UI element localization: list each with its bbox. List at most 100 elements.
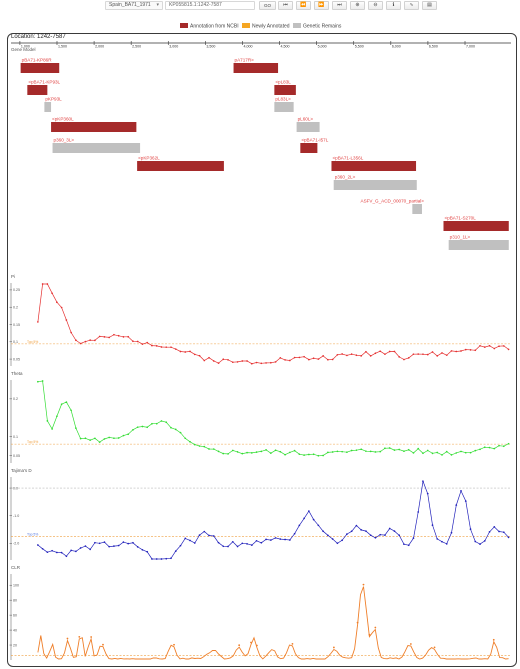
plot-point <box>227 358 229 361</box>
plot-point <box>155 422 158 425</box>
plot-point <box>441 352 443 354</box>
plot-point <box>189 539 191 542</box>
plot-point <box>374 451 377 453</box>
plot-point <box>160 420 163 422</box>
first-button[interactable]: ⏮ <box>278 1 293 10</box>
strain-select[interactable]: Spain_BA71_1971 ▾ <box>105 1 163 10</box>
plot-point <box>374 352 377 355</box>
plot-point <box>388 527 391 530</box>
plot-point <box>436 355 439 357</box>
plot-point <box>208 534 210 537</box>
plot-point <box>165 557 168 560</box>
next-button[interactable]: ⏩ <box>314 1 329 10</box>
plot-point <box>56 301 58 304</box>
plot-point <box>412 353 415 356</box>
zoom-out-button[interactable]: ⊖ <box>368 1 383 10</box>
gene-model-label: Gene Model <box>11 47 36 52</box>
plot-point <box>308 358 310 361</box>
plot-point <box>384 534 386 536</box>
plot-point <box>498 444 500 447</box>
plot-point <box>255 451 258 453</box>
plot-point <box>217 362 220 364</box>
plot-point <box>108 336 111 339</box>
plot-point <box>70 331 72 334</box>
plot-point <box>265 538 267 541</box>
zoom-in-button[interactable]: ⊕ <box>350 1 365 10</box>
gene-label: <pBA71-KP93L <box>28 80 60 85</box>
plot-point <box>136 340 139 343</box>
plot-point <box>146 341 149 344</box>
plot-point <box>84 545 87 547</box>
plot-point <box>70 409 72 412</box>
gene-bar <box>274 85 296 95</box>
plot-title-tajima: Tajima's D <box>11 468 32 473</box>
plot-point <box>184 437 187 440</box>
gene-bar <box>20 63 60 73</box>
zoom-in-icon: ⊕ <box>355 2 360 8</box>
plot-point <box>507 536 510 539</box>
gene-label: <pL83L <box>275 80 291 85</box>
document-icon: ▤ <box>427 2 432 8</box>
plot-point <box>198 445 201 447</box>
plot-point <box>398 448 401 451</box>
plot-point <box>407 544 410 547</box>
previous-button[interactable]: ⏪ <box>296 1 311 10</box>
region-input[interactable]: KP055815.1:1242-7587 <box>165 1 255 10</box>
plot-point <box>284 359 286 361</box>
plot-point <box>341 450 343 453</box>
gene-label: pBA71-KP86R <box>22 58 53 63</box>
plot-point <box>75 427 77 429</box>
previous-icon: ⏪ <box>300 2 307 8</box>
gene-bar <box>51 122 137 132</box>
plot-point <box>403 358 405 361</box>
plot-point <box>360 355 363 357</box>
plot-point <box>160 558 163 560</box>
gene-label: pL60L> <box>298 117 314 122</box>
legend-item-genetic-remains: Genetic Remains <box>293 23 341 31</box>
plot-point <box>246 542 248 545</box>
plot-point <box>327 451 329 454</box>
plot-point <box>151 344 153 347</box>
plot-point <box>98 441 101 443</box>
plot-point <box>369 450 372 453</box>
plot-point <box>231 540 234 543</box>
plot-point <box>441 454 443 456</box>
plot-point <box>212 448 215 450</box>
plot-point <box>336 542 339 545</box>
plot-point <box>493 526 496 528</box>
plot-point <box>288 451 291 454</box>
plot-point <box>255 539 258 542</box>
plot-point <box>322 454 324 457</box>
plot-point <box>117 334 120 337</box>
plot-point <box>127 433 130 436</box>
info-button[interactable]: ℹ <box>386 1 401 10</box>
gene-label: <pBA71-S270L <box>444 216 476 221</box>
plot-point <box>222 358 225 361</box>
chevron-down-icon: ▾ <box>156 2 159 8</box>
document-button[interactable]: ▤ <box>422 1 437 10</box>
gene-label: pKP93L <box>45 97 62 102</box>
plot-point <box>198 534 201 536</box>
plot-point <box>136 426 139 429</box>
plot-point <box>37 380 39 383</box>
plot-point <box>141 425 144 428</box>
plot-point <box>436 451 439 454</box>
plot-point <box>422 452 424 455</box>
gene-label: <pKP362L <box>138 156 160 161</box>
plot-point <box>260 450 263 453</box>
plot-point <box>322 530 324 533</box>
plot-point <box>346 533 348 535</box>
gene-label: <pKP360L <box>52 117 74 122</box>
plot-point <box>66 637 69 640</box>
chart-button[interactable]: ∿ <box>404 1 419 10</box>
gene-label: <pBA71-L356L <box>332 156 363 161</box>
gene-label: p360_2L> <box>335 175 356 180</box>
plot-point <box>179 431 182 434</box>
last-button[interactable]: ⏭ <box>332 1 347 10</box>
plot-point <box>469 348 472 351</box>
go-button[interactable]: GO <box>259 1 276 10</box>
plot-point <box>208 448 210 450</box>
plot-point <box>141 548 144 551</box>
plot-point <box>341 353 343 355</box>
plot-point <box>103 336 106 338</box>
